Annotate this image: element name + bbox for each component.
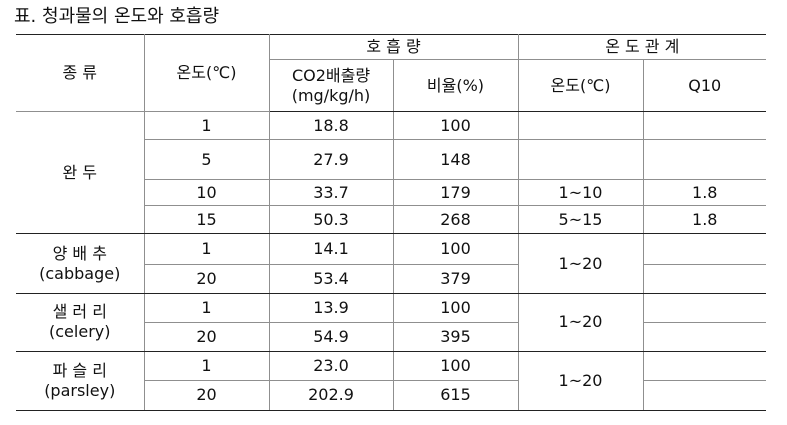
cell-range (517, 139, 644, 181)
cell-ratio: 100 (392, 111, 519, 141)
cell-q10 (642, 350, 767, 381)
cell-temp: 1 (143, 292, 270, 323)
group-name-ko: 샐 러 리 (52, 302, 107, 322)
header-relation-group: 온 도 관 계 (517, 33, 767, 61)
cell-ratio: 148 (392, 139, 519, 181)
cell-co2: 18.8 (268, 111, 394, 141)
cell-co2: 14.1 (268, 233, 394, 265)
cell-range: 1~20 (517, 292, 644, 352)
cell-temp: 1 (143, 111, 270, 141)
cell-ratio: 379 (392, 263, 519, 294)
cell-co2: 50.3 (268, 205, 394, 235)
cell-ratio: 100 (392, 233, 519, 265)
table-row: 20 202.9 615 (16, 379, 767, 412)
group-name: 완 두 (16, 111, 145, 235)
table-caption: 표. 청과물의 온도와 호흡량 (14, 6, 220, 27)
cell-temp: 5 (143, 139, 270, 181)
header-row-1: 종 류 온도(℃) 호 흡 량 온 도 관 계 (16, 33, 767, 113)
cell-q10 (642, 321, 767, 352)
cell-ratio: 100 (392, 292, 519, 323)
respiration-table: 종 류 온도(℃) 호 흡 량 온 도 관 계 CO2배출량 (mg/kg/h)… (16, 33, 767, 412)
cell-temp: 15 (143, 205, 270, 235)
header-row-2: CO2배출량 (mg/kg/h) 비율(%) 온도(℃) Q10 (16, 59, 767, 113)
cell-range: 1~20 (517, 350, 644, 412)
header-kind: 종 류 (16, 33, 145, 113)
group-name-en: (celery) (49, 322, 111, 342)
header-respiration-group: 호 흡 량 (268, 33, 519, 61)
cell-range (517, 111, 644, 141)
table-row: 샐 러 리 (celery) 1 13.9 100 1~20 (16, 292, 767, 352)
cell-ratio: 179 (392, 179, 519, 207)
header-co2: CO2배출량 (mg/kg/h) (268, 59, 394, 113)
table-row: 양 배 추 (cabbage) 1 14.1 100 1~20 (16, 233, 767, 294)
cell-temp: 10 (143, 179, 270, 207)
cell-q10 (642, 379, 767, 412)
table-row: 15 50.3 268 5~15 1.8 (16, 205, 767, 235)
group-name: 파 슬 리 (parsley) (16, 350, 145, 412)
cell-q10: 1.8 (642, 179, 767, 207)
cell-temp: 1 (143, 233, 270, 265)
group-name-ko: 양 배 추 (52, 243, 107, 263)
header-q10: Q10 (642, 59, 767, 113)
cell-co2: 23.0 (268, 350, 394, 381)
cell-co2: 53.4 (268, 263, 394, 294)
group-name: 샐 러 리 (celery) (16, 292, 145, 352)
cell-q10 (642, 111, 767, 141)
cell-temp: 20 (143, 379, 270, 412)
group-name-en: (cabbage) (39, 263, 121, 283)
cell-temp: 20 (143, 321, 270, 352)
cell-co2: 33.7 (268, 179, 394, 207)
cell-range: 1~10 (517, 179, 644, 207)
header-relation-temp: 온도(℃) (517, 59, 644, 113)
header-ratio: 비율(%) (392, 59, 519, 113)
table-row: 완 두 1 18.8 100 (16, 111, 767, 235)
header-co2-line1: CO2배출량 (291, 65, 371, 85)
cell-co2: 27.9 (268, 139, 394, 181)
cell-ratio: 268 (392, 205, 519, 235)
cell-temp: 20 (143, 263, 270, 294)
cell-range: 1~20 (517, 233, 644, 294)
group-name: 양 배 추 (cabbage) (16, 233, 145, 294)
cell-ratio: 615 (392, 379, 519, 412)
cell-co2: 202.9 (268, 379, 394, 412)
cell-co2: 54.9 (268, 321, 394, 352)
header-co2-line2: (mg/kg/h) (291, 85, 371, 105)
cell-q10: 1.8 (642, 205, 767, 235)
cell-q10 (642, 139, 767, 181)
cell-ratio: 395 (392, 321, 519, 352)
table-row: 10 33.7 179 1~10 1.8 (16, 179, 767, 207)
table-row: 20 53.4 379 (16, 263, 767, 294)
cell-q10 (642, 263, 767, 294)
cell-co2: 13.9 (268, 292, 394, 323)
header-temp: 온도(℃) (143, 33, 270, 113)
cell-q10 (642, 233, 767, 265)
group-name-ko: 파 슬 리 (52, 360, 107, 380)
group-name-en: (parsley) (44, 380, 116, 400)
cell-q10 (642, 292, 767, 323)
cell-temp: 1 (143, 350, 270, 381)
cell-ratio: 100 (392, 350, 519, 381)
cell-range: 5~15 (517, 205, 644, 235)
table-row: 파 슬 리 (parsley) 1 23.0 100 1~20 (16, 350, 767, 412)
